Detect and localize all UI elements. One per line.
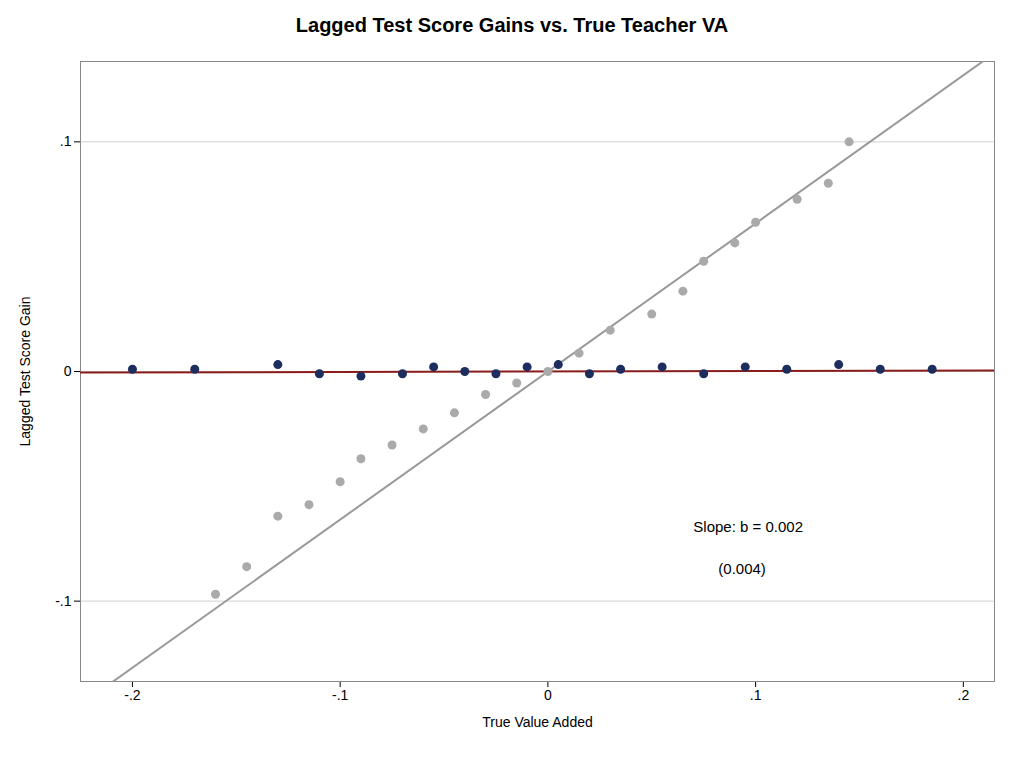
svg-text:.1: .1 — [60, 133, 72, 149]
svg-text:(0.004): (0.004) — [693, 560, 766, 577]
svg-text:0: 0 — [544, 687, 552, 703]
svg-text:.2: .2 — [957, 687, 969, 703]
svg-text:.1: .1 — [750, 687, 762, 703]
svg-text:True Value Added: True Value Added — [482, 714, 593, 730]
svg-text:-.2: -.2 — [124, 687, 141, 703]
svg-text:-.1: -.1 — [55, 593, 72, 609]
svg-text:0: 0 — [64, 363, 72, 379]
html-text:Lagged Test Score Gains vs. Tr: Lagged Test Score Gains vs. True Teacher… — [295, 14, 729, 36]
svg-text:Lagged Test Score Gain: Lagged Test Score Gain — [17, 297, 33, 447]
svg-text:Slope: b = 0.002: Slope: b = 0.002 — [693, 518, 803, 535]
svg-text:-.1: -.1 — [332, 687, 349, 703]
